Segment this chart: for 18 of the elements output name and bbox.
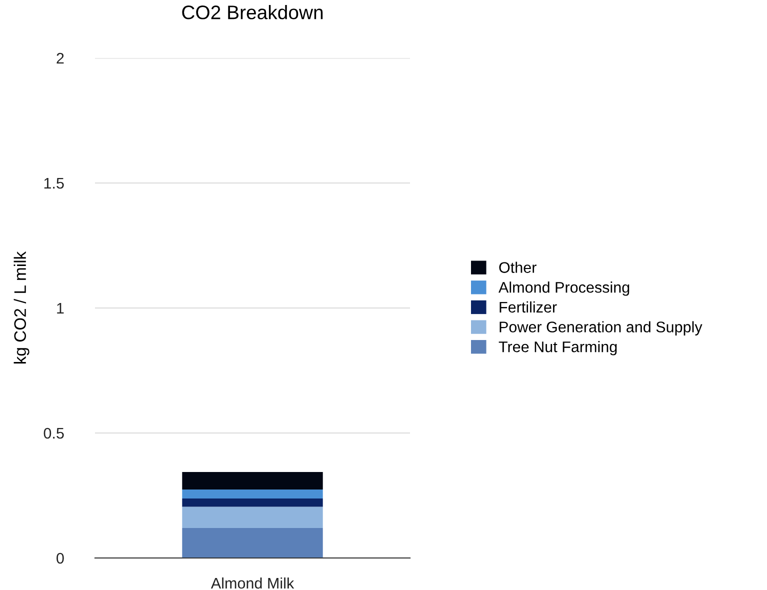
bar [182,506,323,528]
bar [182,472,323,490]
legend-label: Almond Processing [498,282,630,296]
y-tick-label: 2 [56,52,64,64]
y-axis-title: kg CO2 / L milk [14,251,30,364]
legend-label: Fertilizer [500,301,557,313]
y-tick-label: 0.5 [44,428,64,439]
bar [182,498,323,507]
bar [182,528,323,558]
legend-label: Power Generation and Supply [500,321,702,336]
legend-label: Other [499,262,536,273]
x-tick-label: Almond Milk [210,577,294,589]
legend-label: Tree Nut Farming [498,341,617,356]
bar [182,490,323,498]
y-tick-label: 1.5 [44,178,64,189]
y-tick-label: 0 [56,552,64,564]
y-tick-label: 1 [57,303,64,314]
chart-title: CO2 Breakdown [182,5,323,20]
